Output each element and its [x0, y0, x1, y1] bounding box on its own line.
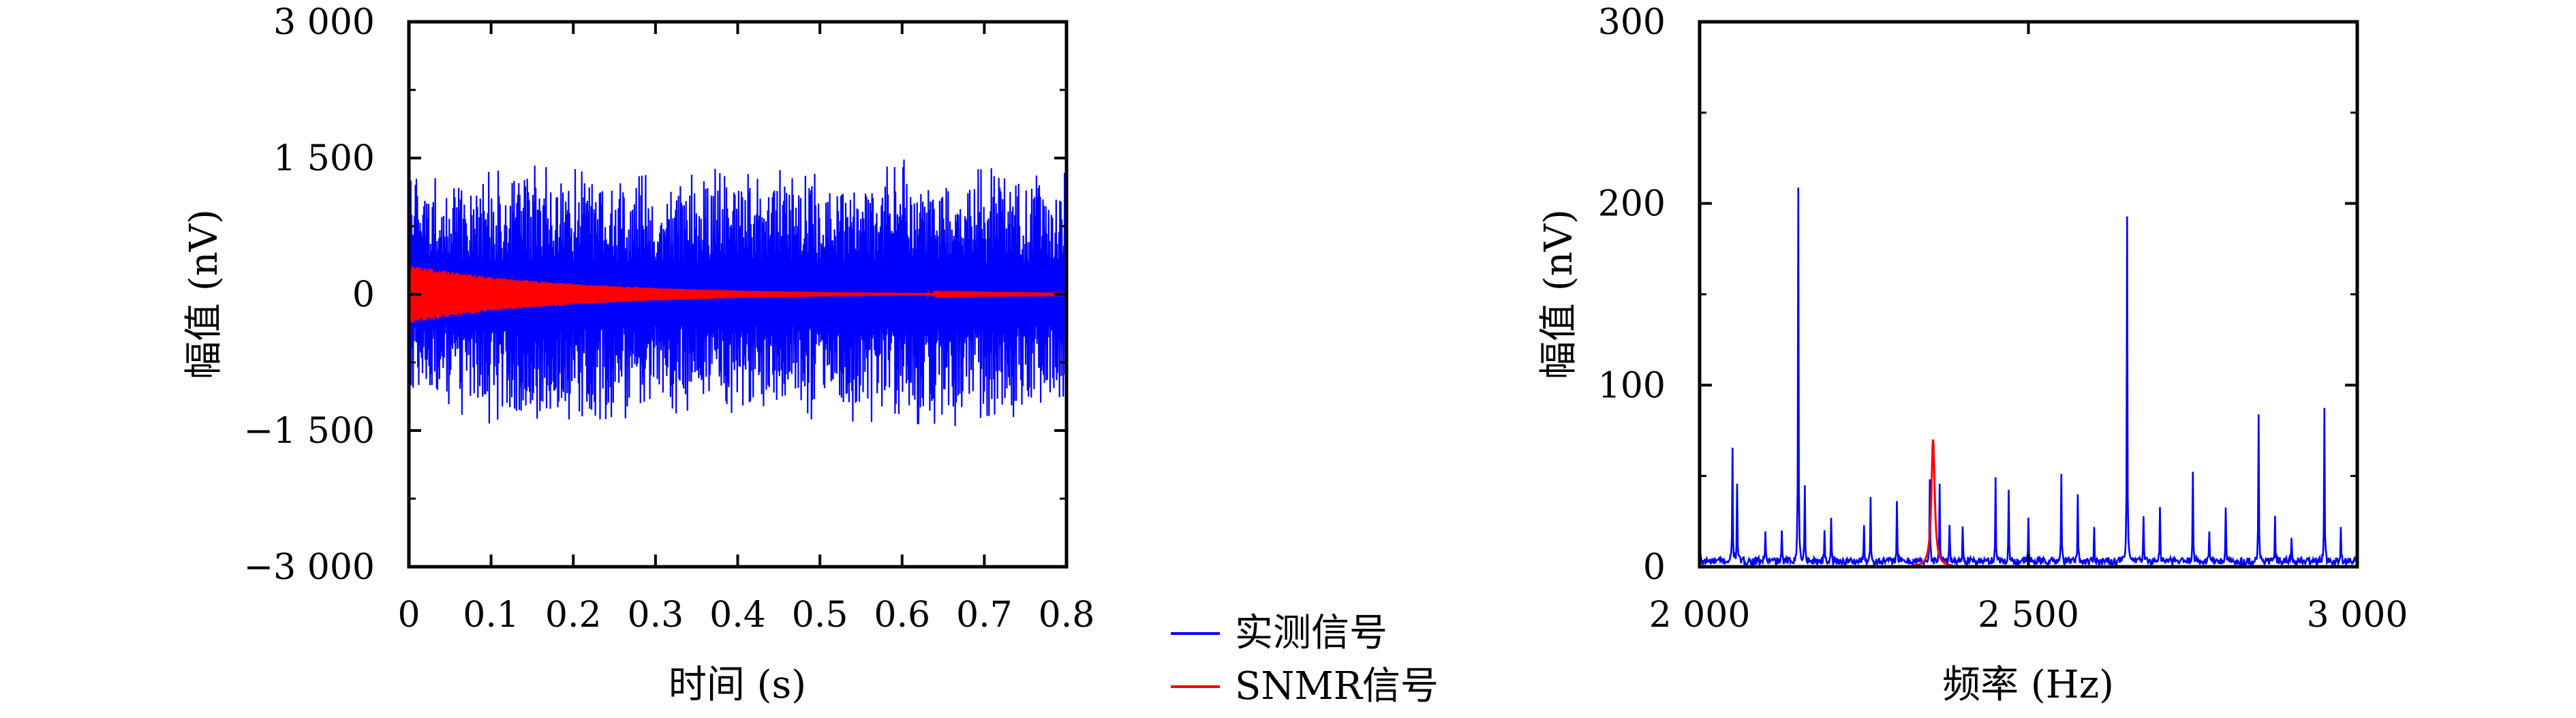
frequency-domain-x-tick-label: 2 000: [1649, 595, 1751, 636]
time-domain-x-tick-label: 0.4: [709, 595, 766, 636]
time-domain-x-tick-label: 0.5: [792, 595, 848, 636]
frequency-domain-y-tick-label: 0: [1643, 547, 1666, 588]
time-domain-x-tick-label: 0.3: [628, 595, 684, 636]
time-domain-x-tick-label: 0.6: [874, 595, 930, 636]
frequency-domain-y-tick-label: 200: [1598, 184, 1666, 225]
legend-label-measured: 实测信号: [1235, 611, 1387, 655]
legend: 实测信号 SNMR信号: [1171, 611, 1439, 708]
frequency-domain-y-axis-label: 幅值 (nV): [1537, 209, 1581, 379]
time-domain-x-tick-label: 0.8: [1039, 595, 1095, 636]
legend-label-snmr: SNMR信号: [1235, 664, 1439, 708]
frequency-domain-y-tick-label: 300: [1598, 2, 1666, 43]
time-domain-x-tick-label: 0.1: [463, 595, 519, 636]
frequency-domain-y-tick-label: 100: [1598, 365, 1666, 406]
frequency-domain-series: [1698, 187, 2359, 568]
time-domain-x-tick-label: 0.7: [956, 595, 1013, 636]
time-domain-y-tick-label: −3 000: [244, 547, 375, 588]
time-domain-series: [408, 159, 1068, 426]
time-domain-panel: 0 0.1 0.2 0.3 0.4 0.5 0.6 0.7 0.8 3 000 1 500 0 −1 5…: [182, 2, 1094, 707]
frequency-domain-x-tick-label: 3 000: [2307, 595, 2408, 636]
time-domain-y-tick-label: 0: [352, 275, 375, 315]
time-domain-y-tick-label: 3 000: [273, 2, 375, 43]
time-domain-x-tick-label: 0: [397, 595, 420, 636]
snmr-signal-line: [408, 266, 1068, 323]
time-domain-x-axis-label: 时间 (s): [669, 663, 806, 707]
time-domain-y-axis-label: 幅值 (nV): [182, 209, 226, 379]
time-domain-y-tick-label: 1 500: [273, 138, 375, 179]
time-domain-y-tick-label: −1 500: [244, 411, 375, 452]
frequency-domain-axes: 2 000 2 500 3 000 0 100 200 300: [1598, 2, 2408, 636]
measured-spectrum-line: [1698, 187, 2359, 568]
time-domain-x-tick-label: 0.2: [545, 595, 602, 636]
frequency-domain-panel: 2 000 2 500 3 000 0 100 200 300 频率 (Hz) 幅值 (nV…: [1537, 2, 2408, 707]
frequency-domain-x-axis-label: 频率 (Hz): [1942, 663, 2114, 707]
snmr-spectrum-line: [1913, 439, 1953, 567]
frequency-domain-x-tick-label: 2 500: [1978, 595, 2079, 636]
time-domain-axes: 0 0.1 0.2 0.3 0.4 0.5 0.6 0.7 0.8 3 000 1 500 0 −1 5…: [244, 2, 1095, 636]
